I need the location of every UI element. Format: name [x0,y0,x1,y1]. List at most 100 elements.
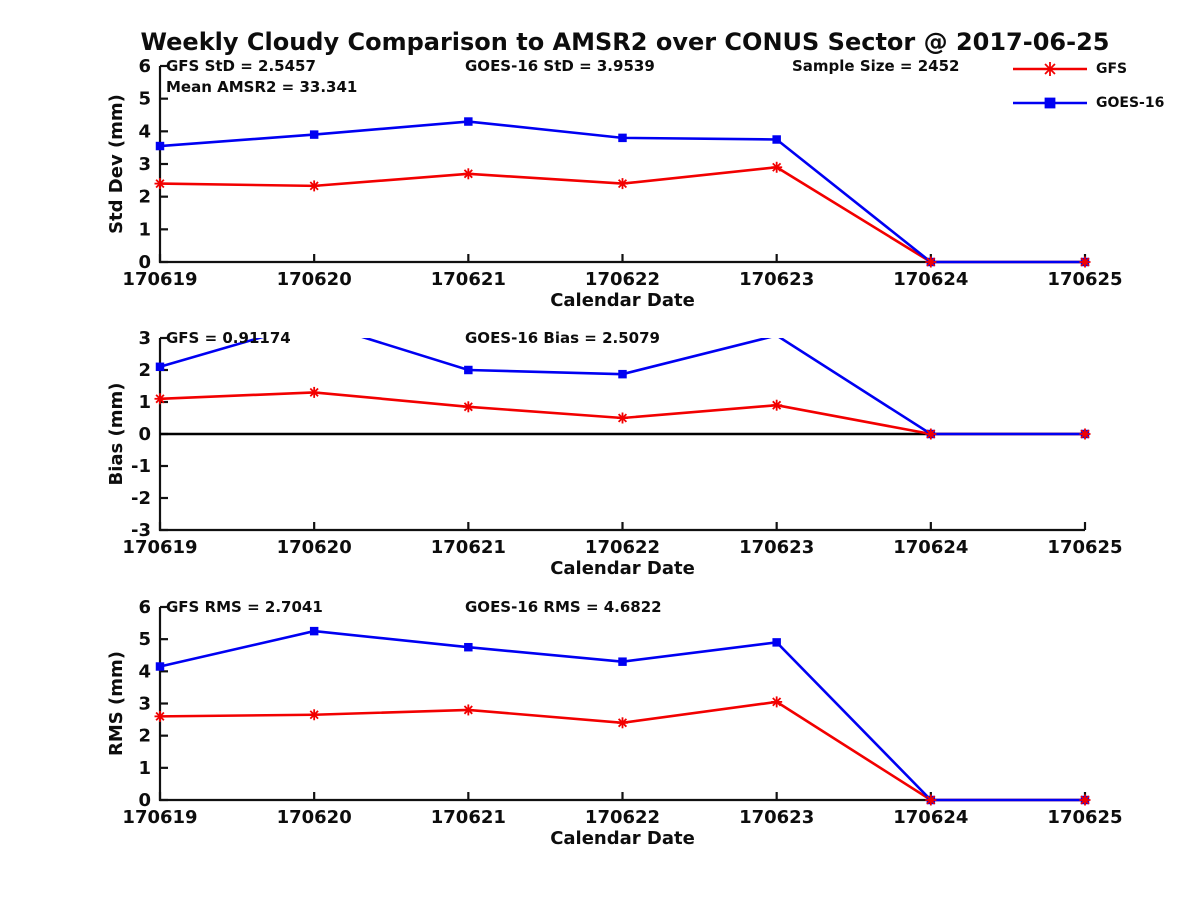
x-axis-label: Calendar Date [550,558,695,579]
svg-text:170622: 170622 [585,807,660,828]
chart-title: Weekly Cloudy Comparison to AMSR2 over C… [140,28,1110,56]
svg-text:170621: 170621 [431,807,506,828]
svg-text:2: 2 [138,726,151,747]
svg-text:170619: 170619 [122,537,197,558]
asterisk-marker [925,256,937,268]
asterisk-marker [771,399,783,411]
svg-text:0: 0 [138,424,151,445]
svg-text:5: 5 [138,629,151,650]
svg-text:0: 0 [138,252,151,273]
square-marker [155,362,165,372]
asterisk-marker [617,717,628,729]
goes16-line-square-swatch [1013,97,1087,109]
asterisk-marker [154,710,166,722]
square-marker [618,657,627,666]
gfs-markers [154,161,1091,268]
square-marker [155,141,165,151]
annotations: GFS = 0.91174 GOES-16 Bias = 2.5079 [166,329,660,347]
svg-text:4: 4 [138,121,151,142]
annotations: GFS StD = 2.5457 Mean AMSR2 = 33.341 GOES-… [166,57,959,96]
asterisk-marker [617,412,628,424]
asterisk-marker [1079,428,1091,440]
asterisk-marker [462,168,474,180]
square-marker [772,135,781,144]
svg-text:170621: 170621 [431,537,506,558]
asterisk-marker [617,178,628,190]
asterisk-marker [308,386,320,398]
square-marker [464,117,473,126]
asterisk-marker [308,709,320,721]
goes16-line [159,120,1085,264]
asterisk-marker [462,401,474,413]
svg-text:1: 1 [138,219,151,240]
square-marker [618,133,627,143]
y-axis-label: RMS (mm) [106,651,127,756]
gfs-markers [154,386,1091,440]
square-marker [464,365,473,375]
square-marker [464,642,473,652]
svg-text:3: 3 [138,328,151,349]
asterisk-marker [771,161,783,173]
svg-text:170621: 170621 [431,269,506,290]
svg-text:170619: 170619 [122,807,197,828]
legend-label-gfs: GFS [1096,61,1128,77]
svg-text:-2: -2 [131,488,151,509]
svg-text:170622: 170622 [585,269,660,290]
gfs-line-asterisk-swatch [1013,62,1087,76]
legend-label-goes16: GOES-16 [1096,95,1165,111]
annotation: GFS = 0.91174 [166,329,291,347]
svg-text:1: 1 [138,392,151,413]
svg-text:170624: 170624 [893,269,968,290]
annotations: GFS RMS = 2.7041 GOES-16 RMS = 4.6822 [166,598,662,616]
square-marker [309,130,319,139]
svg-text:2: 2 [138,187,151,208]
svg-text:2: 2 [138,360,151,381]
svg-text:0: 0 [138,790,151,811]
asterisk-marker [925,428,937,440]
tick-labels: -3 -2 -1 0 1 2 3 170619 170620 170621 170622 170623… [122,328,1122,558]
svg-text:170623: 170623 [739,807,814,828]
svg-text:170622: 170622 [585,537,660,558]
subplot-0: 0 1 2 3 4 5 6 170619 170620 170621 170622 170623 170… [106,56,1123,311]
tick-labels: 0 1 2 3 4 5 6 170619 170620 170621 170622 170623 170… [122,597,1122,828]
asterisk-marker [1079,256,1091,268]
square-marker [309,626,319,636]
gfs-line [159,700,1085,802]
x-axis-label: Calendar Date [550,828,695,849]
annotation: GOES-16 RMS = 4.6822 [465,598,662,616]
y-axis-label: Std Dev (mm) [106,94,127,234]
svg-text:170625: 170625 [1047,269,1122,290]
legend-entry-goes16: GOES-16 [1012,92,1164,114]
square-marker [1044,97,1056,109]
svg-text:-3: -3 [131,520,151,541]
goes16-markers [155,117,1090,267]
svg-text:170625: 170625 [1047,807,1122,828]
svg-text:170625: 170625 [1047,537,1122,558]
svg-text:170624: 170624 [893,537,968,558]
y-axis-label: Bias (mm) [106,383,127,486]
annotation: Sample Size = 2452 [792,57,959,75]
square-marker [618,369,627,379]
asterisk-marker [925,794,937,806]
svg-text:4: 4 [138,661,151,682]
svg-text:5: 5 [138,89,151,110]
subplot-2: 0 1 2 3 4 5 6 170619 170620 170621 170622 170623 170… [106,597,1123,849]
svg-text:3: 3 [138,694,151,715]
svg-text:6: 6 [138,56,151,77]
svg-text:170623: 170623 [739,269,814,290]
annotation: GFS RMS = 2.7041 [166,598,323,616]
gfs-markers [154,696,1091,806]
asterisk-marker [462,704,474,716]
svg-text:170620: 170620 [277,807,352,828]
goes16-markers [155,362,1090,439]
annotation: GOES-16 StD = 3.9539 [465,57,655,75]
legend: GFS GOES-16 [1012,58,1164,114]
subplot-1: -3 -2 -1 0 1 2 3 170619 170620 170621 170622 170623… [106,328,1123,579]
asterisk-marker [308,180,320,192]
tick-labels: 0 1 2 3 4 5 6 170619 170620 170621 170622 170623 170… [122,56,1122,290]
annotation: GFS StD = 2.5457 [166,57,316,75]
asterisk-marker [154,393,166,405]
svg-text:1: 1 [138,758,151,779]
svg-text:170624: 170624 [893,807,968,828]
